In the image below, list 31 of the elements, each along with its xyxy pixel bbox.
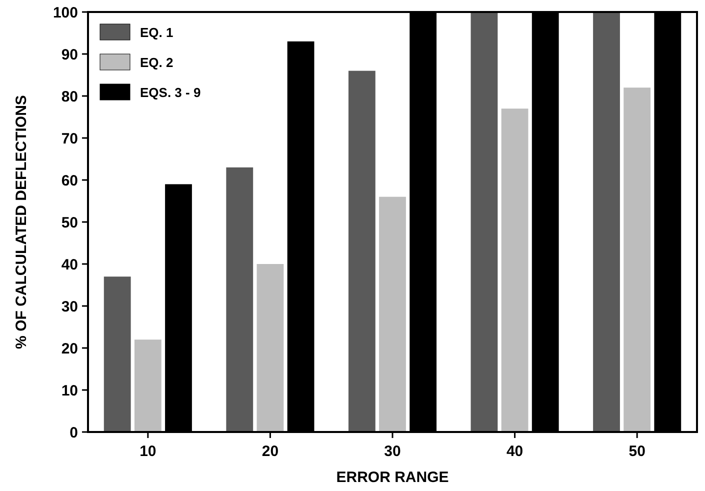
bar: [379, 196, 406, 432]
y-tick-label: 60: [61, 172, 78, 190]
bar: [470, 12, 498, 432]
x-tick-label: 50: [628, 443, 646, 460]
y-tick-label: 90: [61, 46, 78, 64]
y-tick-label: 80: [61, 88, 78, 106]
x-tick-label: 10: [140, 443, 156, 460]
x-tick-label: 30: [384, 443, 401, 460]
bar: [256, 264, 284, 432]
y-tick-label: 10: [61, 382, 78, 400]
bar: [104, 276, 131, 432]
bar: [624, 88, 651, 432]
x-axis-title: ERROR RANGE: [336, 469, 449, 486]
y-tick-label: 70: [61, 130, 78, 148]
y-tick-label: 20: [61, 340, 78, 358]
legend-label: EQ. 2: [140, 55, 174, 70]
legend-label: EQS. 3 - 9: [140, 85, 201, 100]
bar: [226, 167, 254, 432]
legend-label: EQ. 1: [140, 25, 174, 40]
x-tick-label: 20: [262, 443, 279, 460]
bar: [348, 70, 376, 432]
x-tick-label: 40: [506, 443, 524, 460]
bar: [593, 12, 620, 432]
y-axis-title: % OF CALCULATED DEFLECTIONS: [13, 95, 30, 349]
y-tick-label: 100: [52, 4, 78, 22]
y-tick-label: 40: [61, 256, 78, 274]
y-tick-label: 50: [61, 214, 78, 232]
y-tick-label: 0: [70, 424, 78, 442]
bar: [134, 340, 162, 432]
bar: [501, 108, 528, 432]
y-tick-label: 30: [61, 298, 78, 316]
